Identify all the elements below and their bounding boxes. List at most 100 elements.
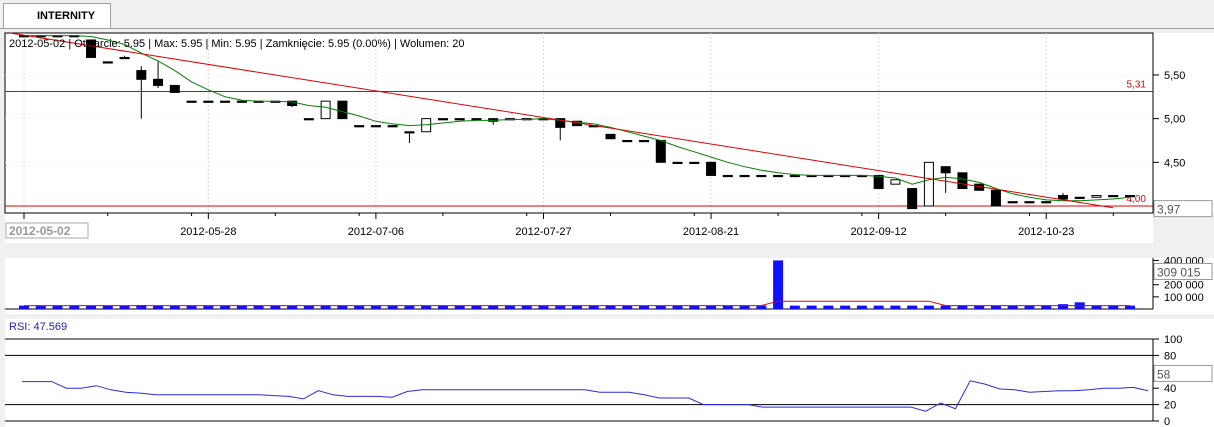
volume-bar <box>19 305 29 309</box>
volume-bar <box>605 305 616 309</box>
volume-bar <box>907 305 918 309</box>
date-tick-label: 2012-10-23 <box>1018 226 1074 238</box>
candle <box>1074 196 1085 199</box>
volume-bar <box>454 305 465 309</box>
tab-internity[interactable]: INTERNITY <box>3 3 111 29</box>
volume-bar <box>504 305 515 309</box>
rsi-line <box>22 380 1149 412</box>
candle <box>437 118 448 121</box>
candle <box>907 188 918 210</box>
candle <box>706 161 717 176</box>
candle <box>639 139 650 143</box>
price-tick-label: 5,50 <box>1164 70 1185 82</box>
candle <box>655 139 666 163</box>
volume-bar <box>102 305 113 309</box>
volume-bar <box>270 305 281 309</box>
date-tick-label: 2012-05-28 <box>180 226 236 238</box>
candle <box>387 125 398 128</box>
date-tick-label: 2012-07-27 <box>515 226 571 238</box>
candle <box>454 118 465 121</box>
candle <box>136 70 147 80</box>
candle <box>689 161 700 165</box>
current-rsi-label: 58 <box>1157 367 1171 381</box>
price-axis-labels: 5,50 5,00 4,50 3,97 <box>1152 33 1213 218</box>
volume-bar <box>236 305 247 309</box>
volume-bar <box>1041 305 1052 309</box>
candle <box>404 131 415 134</box>
trend-line <box>9 32 1114 209</box>
volume-bar <box>521 305 532 309</box>
volume-bar <box>639 305 650 309</box>
rsi-axis-labels: 10080604020058 <box>1152 334 1213 427</box>
candle <box>220 100 231 103</box>
candle <box>320 100 331 120</box>
price-tick-label: 5,00 <box>1164 114 1185 126</box>
volume-bar <box>923 305 934 309</box>
volume-bar <box>1007 305 1018 309</box>
candle <box>86 39 97 58</box>
candle <box>1108 195 1119 198</box>
candle <box>203 100 214 103</box>
candle <box>1041 201 1052 204</box>
candle <box>1024 201 1035 204</box>
price-axis <box>1153 33 1214 213</box>
volume-bar <box>789 305 800 309</box>
volume-bar <box>86 305 97 309</box>
candle <box>789 174 800 178</box>
volume-bar <box>203 305 214 309</box>
volume-bar <box>873 305 884 309</box>
volume-bar <box>153 305 164 309</box>
current-volume-label: 309 015 <box>1157 265 1201 279</box>
volume-bar <box>320 305 331 309</box>
rsi-tick-label: 40 <box>1164 383 1176 395</box>
volume-pane <box>5 258 1153 314</box>
candle <box>153 78 164 86</box>
current-date-box <box>5 222 89 239</box>
volume-bar <box>588 305 599 309</box>
volume-bar <box>387 305 398 309</box>
rsi-label: RSI: 47.569 <box>9 321 67 333</box>
volume-bar <box>220 305 231 309</box>
candle <box>186 100 197 103</box>
candle <box>471 118 482 121</box>
candle <box>756 174 767 178</box>
candle <box>957 172 968 190</box>
date-tick-label: 2012-05-02 <box>9 224 71 238</box>
rsi-levels <box>5 338 1153 422</box>
candle <box>303 118 314 121</box>
volume-bar <box>52 305 63 309</box>
volume-bar <box>437 305 448 309</box>
volume-bar <box>370 305 381 309</box>
rsi-pane <box>5 319 1153 427</box>
volume-bar <box>689 305 700 309</box>
volume-bar <box>1125 305 1135 309</box>
volume-bar <box>69 305 80 309</box>
volume-bar <box>1091 305 1102 309</box>
volume-bar <box>119 305 130 309</box>
date-tick-label: 2012-09-12 <box>850 226 906 238</box>
candles <box>19 35 1135 210</box>
volume-bar <box>1024 305 1035 309</box>
volume-bar <box>35 305 46 309</box>
candle <box>672 161 683 165</box>
price-levels: 5,31 4,00 <box>5 80 1153 207</box>
volume-bar <box>169 305 180 309</box>
volume-bar <box>572 305 582 309</box>
rsi-tick-label: 20 <box>1164 400 1176 412</box>
candle <box>119 56 130 60</box>
candle <box>940 166 951 174</box>
candle <box>236 100 247 103</box>
volume-bar <box>773 260 784 309</box>
volume-bar <box>186 305 197 309</box>
volume-bar <box>806 305 817 309</box>
tab-bar: INTERNITY <box>0 0 1214 29</box>
candle <box>1091 195 1102 198</box>
price-tick-label: 4,50 <box>1164 157 1185 169</box>
candle <box>1125 195 1135 198</box>
level-label: 5,31 <box>1127 80 1147 91</box>
date-labels: 2012-05-02 2012-05-28 2012-07-06 2012-07-27… <box>5 212 1153 239</box>
rsi-tick-label: 0 <box>1164 416 1170 427</box>
level-label: 4,00 <box>1127 194 1147 205</box>
volume-bar <box>538 305 549 309</box>
date-axis <box>5 213 1153 243</box>
